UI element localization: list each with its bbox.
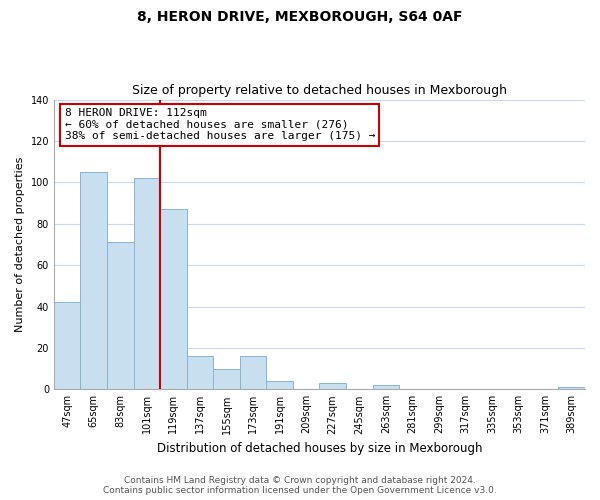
Y-axis label: Number of detached properties: Number of detached properties xyxy=(15,156,25,332)
Text: 8, HERON DRIVE, MEXBOROUGH, S64 0AF: 8, HERON DRIVE, MEXBOROUGH, S64 0AF xyxy=(137,10,463,24)
Text: Contains HM Land Registry data © Crown copyright and database right 2024.
Contai: Contains HM Land Registry data © Crown c… xyxy=(103,476,497,495)
Bar xyxy=(240,356,266,390)
Title: Size of property relative to detached houses in Mexborough: Size of property relative to detached ho… xyxy=(132,84,507,97)
Bar xyxy=(266,381,293,390)
Bar xyxy=(559,387,585,390)
X-axis label: Distribution of detached houses by size in Mexborough: Distribution of detached houses by size … xyxy=(157,442,482,455)
Bar xyxy=(319,383,346,390)
Bar xyxy=(80,172,107,390)
Bar xyxy=(134,178,160,390)
Text: 8 HERON DRIVE: 112sqm
← 60% of detached houses are smaller (276)
38% of semi-det: 8 HERON DRIVE: 112sqm ← 60% of detached … xyxy=(65,108,375,142)
Bar xyxy=(54,302,80,390)
Bar xyxy=(213,368,240,390)
Bar xyxy=(107,242,134,390)
Bar xyxy=(160,209,187,390)
Bar xyxy=(373,385,399,390)
Bar xyxy=(187,356,213,390)
